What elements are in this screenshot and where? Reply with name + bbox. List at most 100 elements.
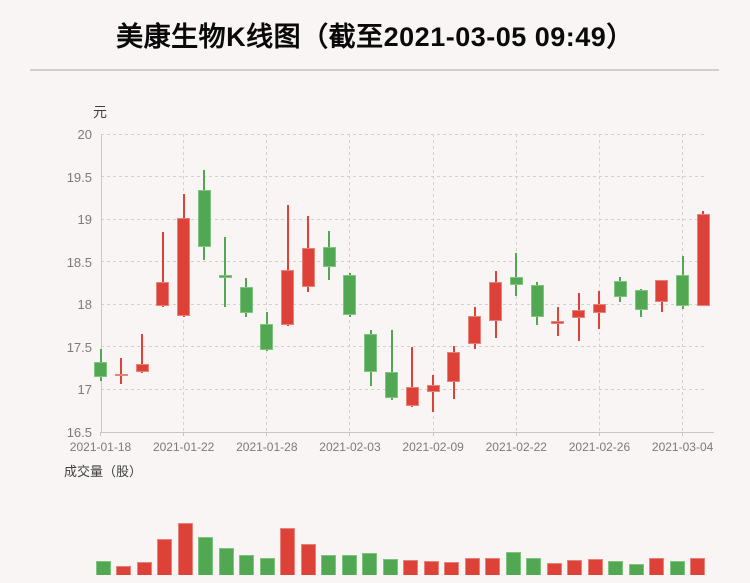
x-axis-tick-label: 2021-01-18 — [69, 440, 132, 454]
candle[interactable] — [218, 275, 232, 279]
x-axis-tick-label: 2021-02-22 — [485, 440, 547, 454]
x-axis-tick — [515, 432, 517, 436]
grid-line-h — [101, 218, 704, 220]
grid-line-v — [266, 134, 268, 431]
candle[interactable] — [634, 290, 648, 310]
candle[interactable] — [655, 280, 669, 303]
volume-bar[interactable] — [177, 522, 193, 575]
x-axis-tick — [266, 432, 268, 436]
volume-bar[interactable] — [567, 559, 582, 575]
candle[interactable] — [197, 190, 211, 248]
candle[interactable] — [405, 387, 419, 406]
grid-line-h — [101, 261, 704, 262]
candle[interactable] — [592, 304, 606, 313]
candle[interactable] — [489, 281, 502, 321]
volume-bar[interactable] — [690, 557, 705, 575]
candle[interactable] — [676, 275, 690, 306]
volume-bar[interactable] — [649, 557, 664, 575]
grid-line-h — [101, 303, 704, 305]
candle[interactable] — [696, 213, 710, 306]
volume-bar[interactable] — [546, 562, 562, 575]
volume-bar[interactable] — [321, 554, 336, 575]
volume-bar[interactable] — [505, 551, 521, 575]
volume-bar[interactable] — [239, 554, 254, 575]
price-unit-label: 元 — [93, 104, 107, 120]
volume-bar[interactable] — [198, 536, 213, 575]
title-divider — [30, 69, 719, 71]
volume-bar[interactable] — [136, 561, 152, 575]
grid-line-h — [101, 176, 704, 177]
x-axis-tick-label: 2021-03-04 — [651, 440, 714, 454]
candle[interactable] — [447, 352, 461, 383]
candle[interactable] — [343, 275, 357, 316]
y-axis-tick-label: 19.5 — [66, 169, 92, 185]
y-axis-tick-label: 20 — [77, 127, 92, 142]
volume-bar[interactable] — [628, 563, 644, 575]
volume-bar[interactable] — [116, 565, 131, 575]
candle-wick — [411, 347, 414, 407]
x-axis-tick-label: 2021-01-22 — [152, 440, 215, 454]
candle[interactable] — [177, 218, 191, 316]
candle[interactable] — [239, 287, 253, 313]
candle[interactable] — [572, 309, 586, 318]
volume-bar[interactable] — [300, 543, 316, 575]
candle[interactable] — [468, 315, 482, 344]
candle[interactable] — [613, 281, 627, 298]
y-axis-line — [100, 134, 102, 432]
candle-wick — [224, 236, 227, 307]
candle[interactable] — [509, 276, 523, 286]
x-axis-tick-label: 2021-02-26 — [568, 440, 631, 454]
grid-line-h — [101, 388, 704, 390]
candle[interactable] — [322, 247, 336, 268]
candle-wick — [141, 333, 144, 373]
volume-bar[interactable] — [218, 547, 234, 575]
grid-line-h — [101, 133, 704, 135]
candle-wick — [161, 231, 164, 307]
candle[interactable] — [281, 270, 295, 326]
x-axis-tick-label: 2021-01-28 — [236, 440, 298, 454]
candle[interactable] — [156, 281, 170, 306]
y-axis-tick-label: 16.5 — [66, 424, 92, 440]
candle[interactable] — [385, 372, 399, 398]
candle[interactable] — [135, 363, 149, 372]
volume-bar[interactable] — [259, 557, 275, 575]
volume-bar[interactable] — [382, 558, 398, 575]
x-axis-line — [99, 431, 714, 433]
volume-bar[interactable] — [485, 557, 500, 575]
candle[interactable] — [551, 321, 565, 324]
volume-bar[interactable] — [587, 558, 603, 575]
volume-bar[interactable] — [157, 538, 172, 575]
candle[interactable] — [94, 361, 107, 378]
chart-title: 美康生物K线图（截至2021-03-05 09:49） — [116, 22, 634, 52]
volume-bar[interactable] — [423, 560, 439, 575]
volume-bar[interactable] — [403, 559, 418, 575]
grid-line-v — [432, 134, 434, 431]
volume-bar[interactable] — [280, 527, 295, 575]
volume-bar[interactable] — [341, 554, 357, 575]
grid-line-v — [598, 134, 600, 431]
y-axis-tick-label: 18 — [77, 297, 92, 312]
candle[interactable] — [530, 285, 544, 317]
x-axis-tick — [432, 432, 434, 436]
x-axis-tick — [100, 432, 101, 436]
volume-bar[interactable] — [464, 557, 480, 575]
volume-bar[interactable] — [95, 560, 111, 575]
x-axis-tick — [682, 432, 684, 436]
x-axis-tick — [598, 432, 600, 436]
volume-bar[interactable] — [362, 552, 377, 575]
y-axis-tick-label: 17.5 — [66, 339, 92, 355]
candle[interactable] — [260, 324, 274, 350]
candle[interactable] — [364, 333, 378, 372]
candle[interactable] — [426, 384, 440, 392]
volume-bar[interactable] — [669, 560, 685, 575]
volume-bar[interactable] — [444, 561, 459, 575]
candle[interactable] — [114, 373, 128, 377]
candle[interactable] — [301, 247, 315, 287]
volume-bar[interactable] — [608, 560, 623, 575]
x-axis-tick — [349, 432, 351, 436]
x-axis-tick — [183, 432, 185, 436]
candle-wick — [120, 358, 123, 384]
volume-bar[interactable] — [526, 557, 541, 575]
